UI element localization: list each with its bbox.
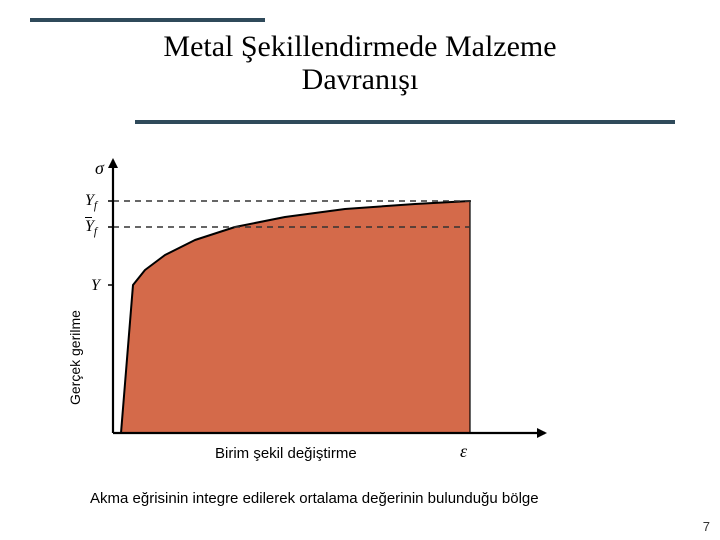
title-line-1: Metal Şekillendirmede Malzeme <box>163 30 556 63</box>
x-axis-label: Birim şekil değiştirme <box>215 445 357 462</box>
rule-mid <box>135 120 675 124</box>
tick-yfbar: Yf <box>85 218 97 238</box>
rule-top <box>30 18 265 22</box>
caption: Akma eğrisinin integre edilerek ortalama… <box>90 490 630 507</box>
y-axis-label: Gerçek gerilme <box>67 310 83 405</box>
stress-strain-chart: Gerçek gerilme σ Yf Yf Y Birim şekil değ… <box>55 155 615 475</box>
chart-svg <box>55 155 615 475</box>
tick-epsilon: ε <box>460 441 467 462</box>
slide: Metal Şekillendirmede Malzeme Davranışı … <box>0 0 720 540</box>
tick-yf: Yf <box>85 192 97 212</box>
page-number: 7 <box>703 519 710 534</box>
page-title: Metal Şekillendirmede Malzeme Davranışı <box>0 30 720 96</box>
title-line-2: Davranışı <box>302 63 419 96</box>
tick-sigma: σ <box>95 158 104 179</box>
tick-y: Y <box>91 277 100 295</box>
